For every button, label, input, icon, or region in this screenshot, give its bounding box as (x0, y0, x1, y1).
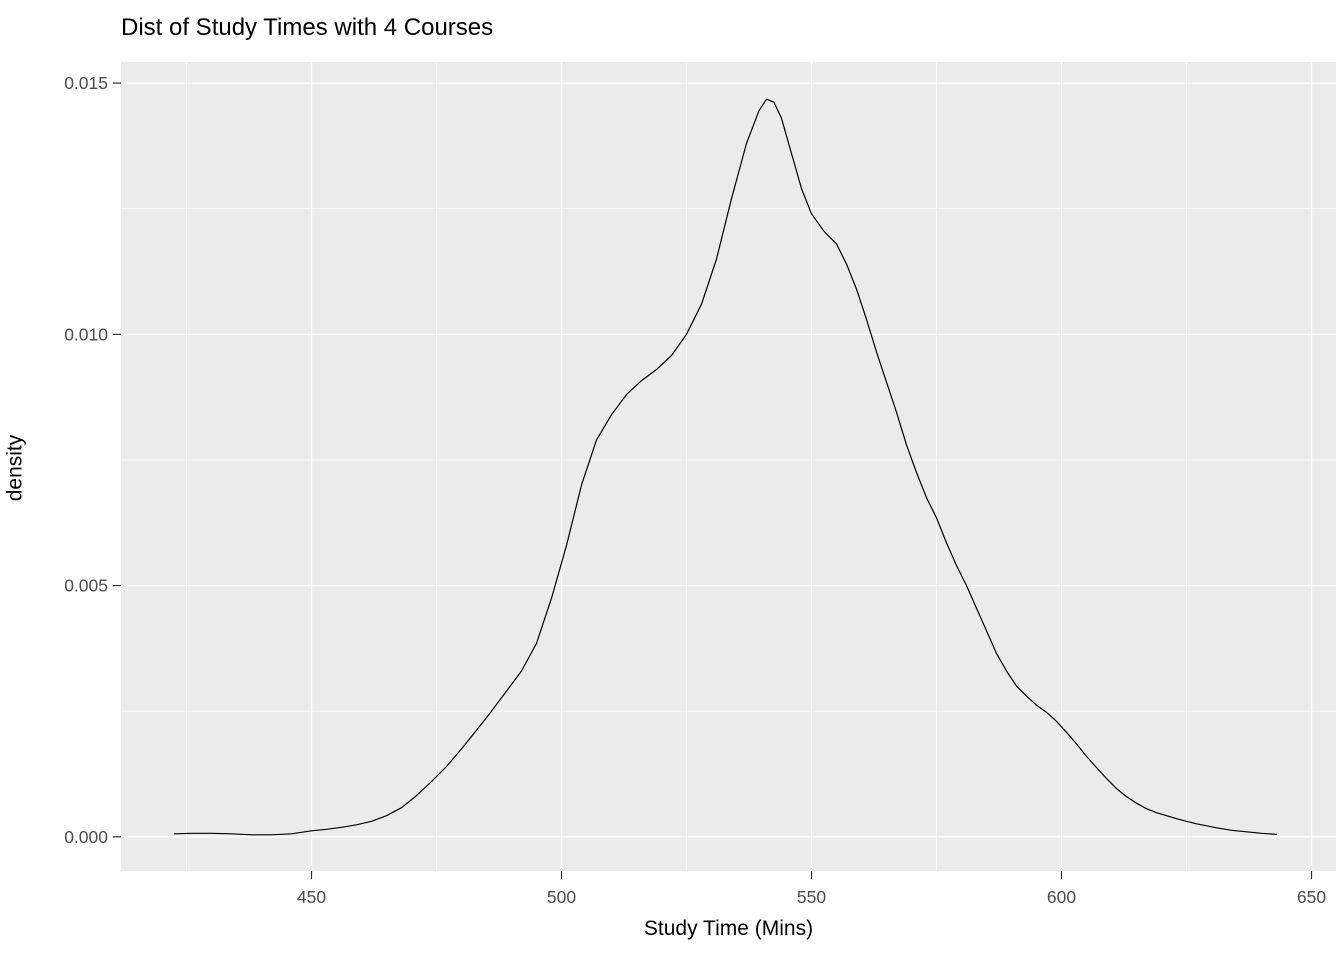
y-tick-label: 0.005 (64, 576, 108, 596)
axis-tick-labels: 450 500 550 600 650 0.000 0.005 0.010 0.015 (64, 73, 1326, 907)
density-curve (173, 98, 1278, 836)
y-axis-title: density (3, 434, 27, 502)
x-tick-label: 600 (1047, 887, 1076, 907)
y-tick-label: 0.015 (64, 73, 108, 93)
y-tick-label: 0.000 (64, 827, 108, 847)
axis-tick-marks (113, 82, 1313, 879)
chart-title: Dist of Study Times with 4 Courses (121, 14, 494, 41)
density-line (173, 98, 1278, 836)
panel-background (121, 62, 1336, 871)
x-tick-label: 550 (797, 887, 826, 907)
x-tick-label: 500 (547, 887, 576, 907)
x-tick-label: 450 (297, 887, 326, 907)
x-tick-label: 650 (1297, 887, 1326, 907)
plot-panel (121, 62, 1336, 871)
major-gridlines (121, 62, 1336, 871)
x-axis-title: Study Time (Mins) (643, 917, 814, 940)
minor-gridlines (121, 62, 1336, 871)
y-tick-label: 0.010 (64, 324, 108, 344)
